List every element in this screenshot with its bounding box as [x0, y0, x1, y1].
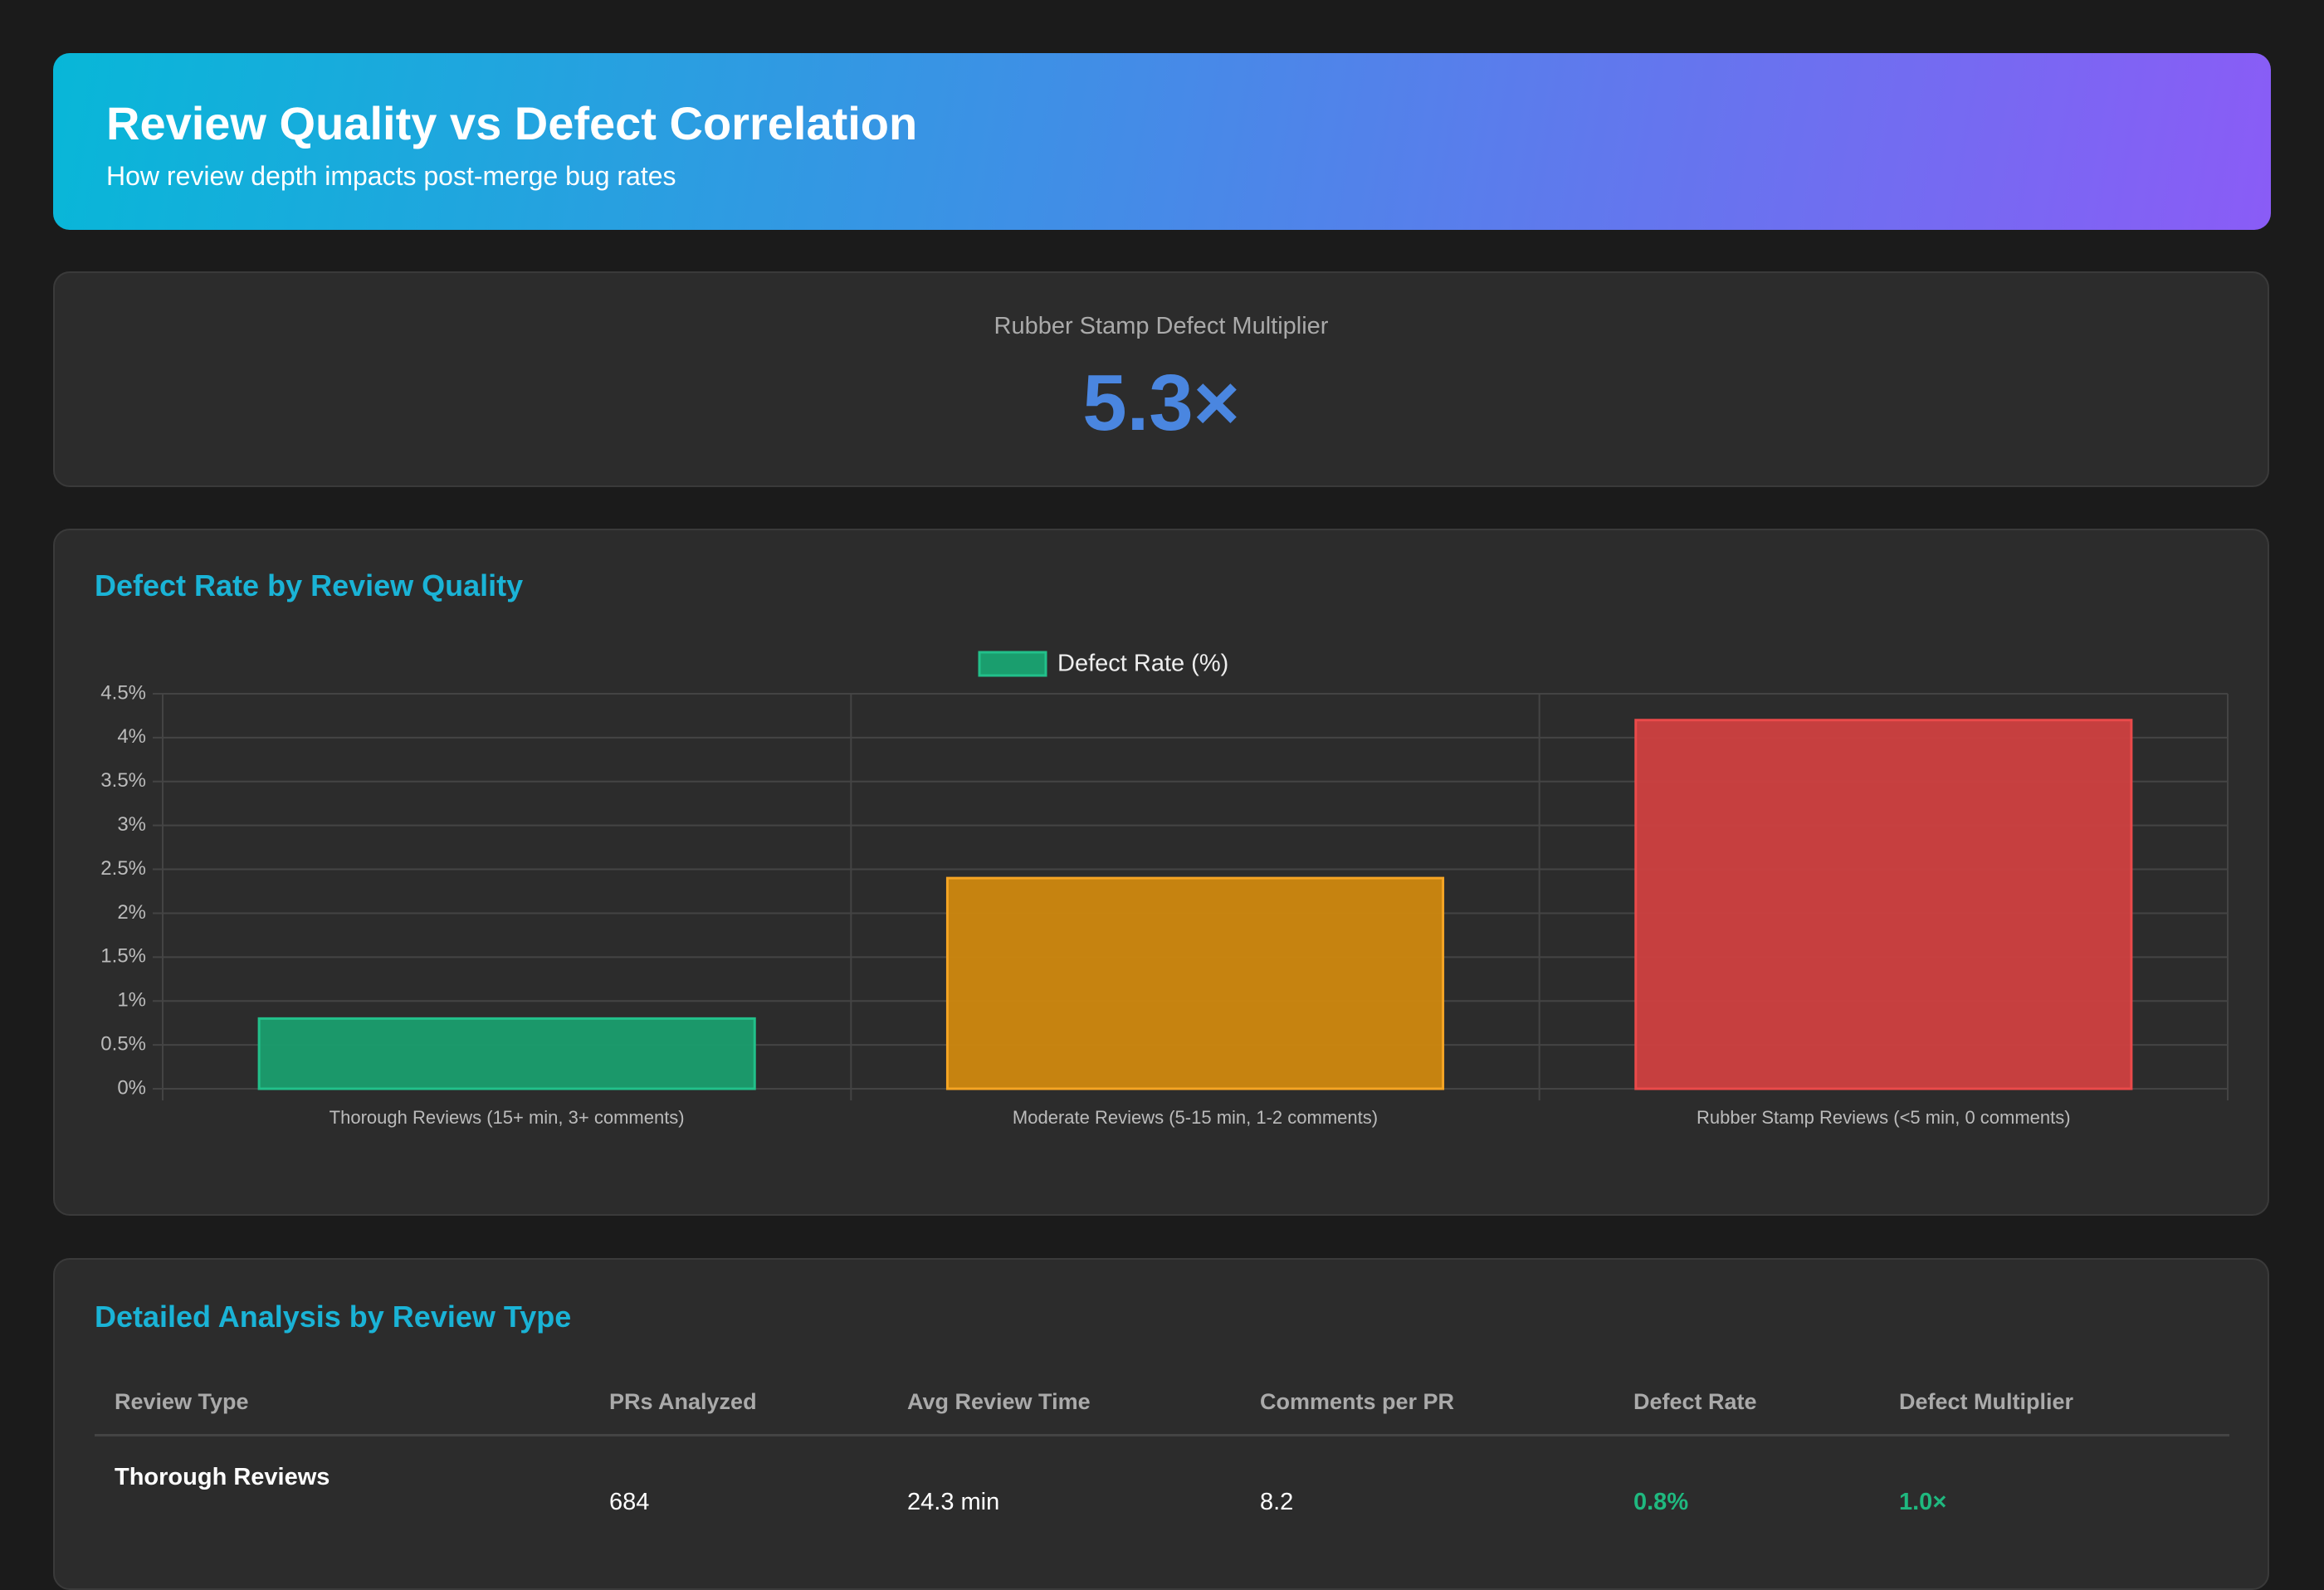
kpi-value: 5.3× [1082, 358, 1240, 447]
page-title: Review Quality vs Defect Correlation [106, 97, 918, 149]
page-subtitle: How review depth impacts post-merge bug … [106, 161, 676, 191]
kpi-card: Rubber Stamp Defect Multiplier 5.3× [53, 271, 2269, 487]
y-tick-label: 1.5% [100, 945, 146, 968]
y-tick-label: 3% [117, 813, 146, 836]
page: Review Quality vs Defect Correlation How… [53, 53, 2271, 1590]
x-tick-label: Rubber Stamp Reviews (<5 min, 0 comments… [1697, 1107, 2071, 1128]
kpi-label: Rubber Stamp Defect Multiplier [994, 313, 1329, 339]
legend-label: Defect Rate (%) [1057, 651, 1228, 677]
y-tick-label: 2.5% [100, 857, 146, 880]
y-tick-label: 2% [117, 901, 146, 924]
table-header: Defect Multiplier [1899, 1389, 2074, 1414]
header-banner: Review Quality vs Defect Correlation How… [53, 53, 2271, 230]
table-header: PRs Analyzed [609, 1389, 757, 1414]
y-tick-label: 0% [117, 1076, 146, 1099]
table-header: Defect Rate [1633, 1389, 1757, 1414]
table-header: Comments per PR [1260, 1389, 1455, 1414]
chart-title: Defect Rate by Review Quality [95, 568, 524, 602]
bar [945, 876, 1445, 1090]
bar [1634, 719, 2133, 1090]
table-title: Detailed Analysis by Review Type [95, 1300, 572, 1334]
y-tick-label: 3.5% [100, 769, 146, 792]
x-tick-label: Thorough Reviews (15+ min, 3+ comments) [330, 1107, 685, 1128]
y-tick-label: 4% [117, 725, 146, 748]
x-tick-label: Moderate Reviews (5-15 min, 1-2 comments… [1013, 1107, 1378, 1128]
y-tick-label: 4.5% [100, 681, 146, 704]
y-tick-label: 0.5% [100, 1032, 146, 1055]
legend-swatch [978, 651, 1047, 677]
chart: 0% 0.5% 1% 1.5% 2% 2.5% 3% 3.5% 4% 4.5% Defect Rat… [100, 651, 2229, 1128]
table-header: Avg Review Time [907, 1389, 1091, 1414]
bar [257, 1017, 756, 1090]
y-tick-label: 1% [117, 989, 146, 1012]
header-rule [95, 1434, 2229, 1436]
table-header: Review Type [115, 1389, 249, 1414]
table-cell: Thorough Reviews [115, 1464, 330, 1490]
